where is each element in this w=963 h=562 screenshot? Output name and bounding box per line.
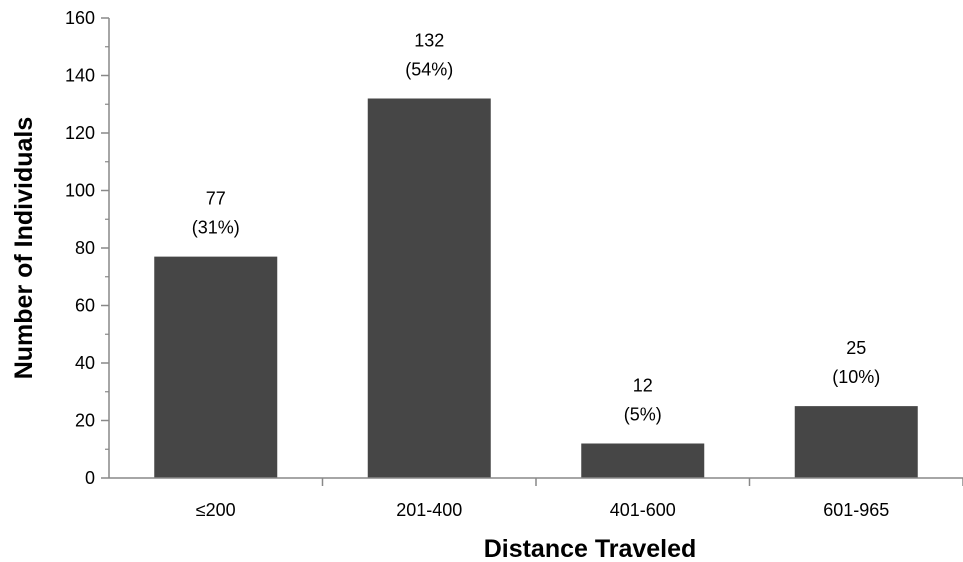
bar: [581, 443, 705, 478]
bar: [154, 256, 278, 478]
y-tick-label: 100: [65, 181, 95, 201]
bar-value-label: 77: [206, 189, 226, 209]
y-tick-label: 120: [65, 123, 95, 143]
y-axis-ticks: 0 20 40 60 80 100 120 140 160: [65, 8, 109, 488]
bar-percent-label: (31%): [192, 218, 240, 238]
y-tick-label: 160: [65, 8, 95, 28]
bar-value-label: 132: [414, 31, 444, 51]
bar-percent-label: (5%): [624, 405, 662, 425]
bar-percent-label: (54%): [405, 60, 453, 80]
x-tick-label: 201-400: [396, 500, 462, 520]
x-axis-ticks: ≤200 201-400 401-600 601-965: [196, 478, 963, 520]
y-tick-label: 40: [75, 353, 95, 373]
x-tick-label: ≤200: [196, 500, 236, 520]
bar: [367, 98, 491, 478]
bars-group: [154, 98, 918, 478]
y-tick-label: 80: [75, 238, 95, 258]
bar-percent-label: (10%): [832, 367, 880, 387]
x-tick-label: 401-600: [610, 500, 676, 520]
bar: [794, 406, 918, 478]
y-tick-label: 20: [75, 411, 95, 431]
y-tick-label: 60: [75, 296, 95, 316]
y-tick-label: 0: [85, 468, 95, 488]
x-tick-label: 601-965: [823, 500, 889, 520]
y-tick-label: 140: [65, 66, 95, 86]
data-labels-group: 77 (31%) 132 (54%) 12 (5%) 25 (10%): [192, 31, 881, 425]
y-axis-title: Number of Individuals: [10, 117, 38, 380]
bar-value-label: 25: [846, 338, 866, 358]
bar-value-label: 12: [633, 376, 653, 396]
x-axis-title: Distance Traveled: [484, 535, 697, 562]
